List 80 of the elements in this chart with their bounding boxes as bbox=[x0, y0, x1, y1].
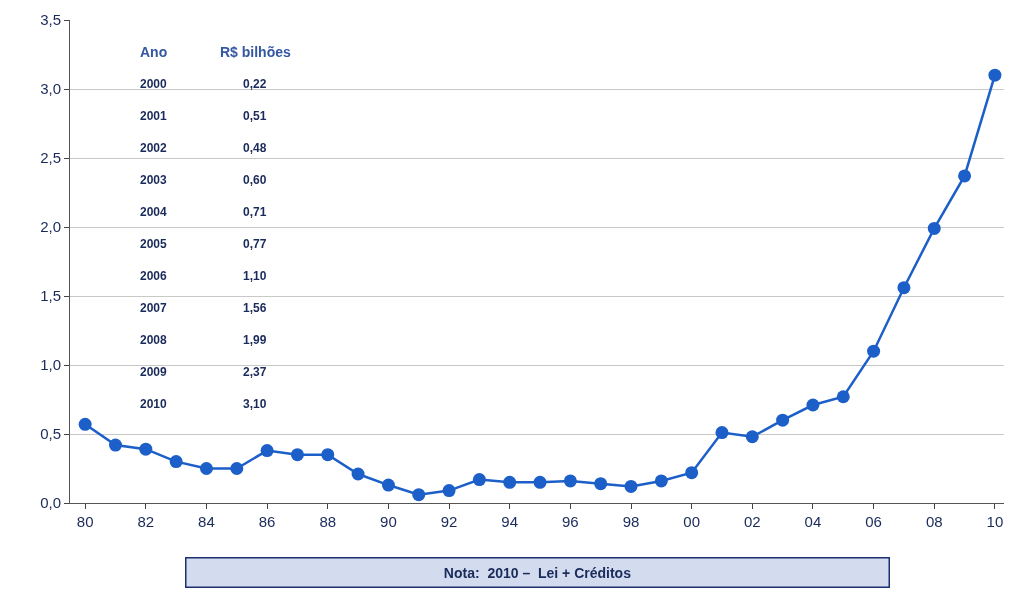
annotation: 2006 bbox=[140, 269, 168, 283]
annotation: 0,60 bbox=[243, 173, 267, 187]
annotation: 3,10 bbox=[243, 397, 267, 411]
point bbox=[503, 475, 517, 489]
annotation: 1,10 bbox=[243, 269, 267, 283]
y-tick-label: 0,5 bbox=[40, 425, 61, 443]
point bbox=[472, 473, 486, 487]
annotation: 2010 bbox=[140, 397, 168, 411]
y-tick-label: 2,5 bbox=[40, 149, 61, 167]
point bbox=[230, 462, 244, 475]
point bbox=[654, 474, 668, 488]
point bbox=[321, 448, 335, 462]
annotation: 2008 bbox=[140, 333, 168, 347]
annotation: 2004 bbox=[140, 205, 168, 219]
point bbox=[715, 426, 729, 440]
annotation: 2,37 bbox=[243, 365, 267, 379]
annotation: 2003 bbox=[140, 173, 168, 187]
point bbox=[381, 478, 395, 492]
point bbox=[836, 390, 850, 404]
x-tick-label: 08 bbox=[925, 513, 943, 530]
x-tick-label: 02 bbox=[743, 513, 761, 530]
point bbox=[988, 68, 1002, 82]
point bbox=[745, 430, 759, 444]
point bbox=[867, 344, 881, 358]
y-tick-label: 0,0 bbox=[40, 494, 61, 512]
x-tick-label: 04 bbox=[804, 513, 822, 530]
annotation: 1,99 bbox=[243, 333, 267, 347]
y-tick-label: 3,5 bbox=[40, 11, 61, 29]
point bbox=[806, 398, 820, 412]
annotation: 0,22 bbox=[243, 77, 267, 91]
point bbox=[412, 488, 426, 502]
point bbox=[351, 467, 365, 481]
point bbox=[958, 169, 972, 183]
point bbox=[169, 455, 183, 469]
x-tick-label: 94 bbox=[501, 513, 519, 530]
point bbox=[685, 466, 699, 480]
x-tick-label: 84 bbox=[198, 513, 215, 530]
annotation: 1,56 bbox=[243, 301, 267, 315]
point bbox=[624, 479, 638, 493]
point bbox=[533, 475, 547, 489]
annotation: 0,51 bbox=[243, 109, 267, 123]
point bbox=[199, 462, 213, 475]
x-tick-label: 90 bbox=[380, 513, 397, 530]
annotation: Ano bbox=[140, 44, 168, 60]
annotation: 2001 bbox=[140, 109, 168, 123]
point bbox=[563, 474, 577, 488]
point bbox=[927, 221, 941, 235]
x-tick-label: 06 bbox=[865, 513, 882, 530]
x-tick-label: 82 bbox=[137, 513, 155, 530]
annotation: 0,77 bbox=[243, 237, 267, 251]
x-tick-label: 86 bbox=[258, 513, 276, 530]
point bbox=[594, 477, 608, 491]
y-tick-label: 1,0 bbox=[40, 356, 61, 374]
annotation: 2009 bbox=[140, 365, 168, 379]
y-tick-label: 1,5 bbox=[40, 287, 61, 305]
point bbox=[109, 438, 122, 452]
annotation: 2002 bbox=[140, 141, 168, 155]
point bbox=[897, 281, 911, 295]
annotation: 2007 bbox=[140, 301, 168, 315]
x-tick-label: 92 bbox=[440, 513, 458, 530]
point bbox=[442, 484, 456, 498]
x-tick-label: 80 bbox=[76, 513, 94, 530]
point bbox=[260, 444, 274, 458]
y-tick-label: 2,0 bbox=[40, 218, 61, 236]
x-tick-label: 98 bbox=[622, 513, 640, 530]
point bbox=[290, 448, 304, 462]
annotation: 2000 bbox=[140, 77, 168, 91]
x-tick-label: 88 bbox=[319, 513, 337, 530]
annotation: 0,71 bbox=[243, 205, 267, 219]
annotation: 0,48 bbox=[243, 141, 267, 155]
x-tick-label: 96 bbox=[562, 513, 579, 530]
y-tick-label: 3,0 bbox=[40, 80, 61, 98]
x-tick-label: 00 bbox=[683, 513, 700, 530]
annotation: R$ bilhões bbox=[220, 44, 292, 60]
point bbox=[776, 413, 790, 427]
annotation: 2005 bbox=[140, 237, 168, 251]
point bbox=[78, 417, 92, 431]
point bbox=[139, 442, 153, 456]
text: Nota: 2010 – Lei + Créditos bbox=[443, 564, 632, 581]
x-tick-label: 10 bbox=[986, 513, 1004, 530]
